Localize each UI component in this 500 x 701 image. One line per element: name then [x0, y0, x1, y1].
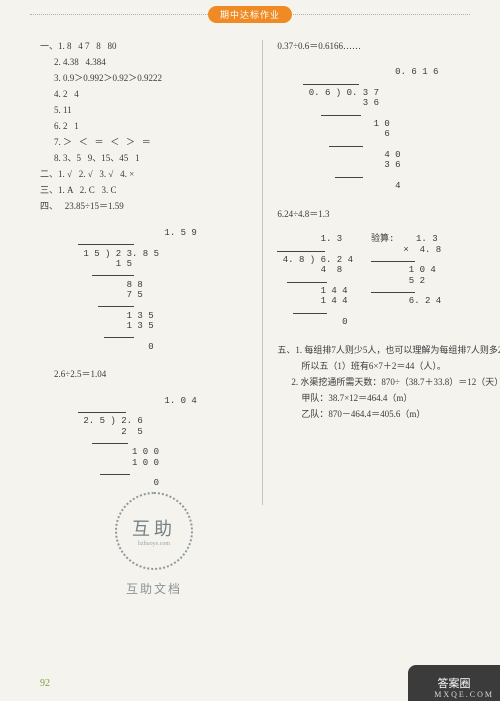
watermark-label: 互助文档 [115, 580, 193, 597]
header-badge: 期中达标作业 [208, 6, 292, 23]
s1-l3: 3. 0.9＞0.992＞0.92＞0.9222 [40, 72, 244, 85]
corner-badge-sub: MXQE.COM [434, 690, 494, 699]
longdiv-4-verify: 1. 3 4. 8 ) 6. 2 4 4 8 1 4 4 1 4 4 0 验算:… [277, 224, 472, 338]
verify-mult: 验算: 1. 3 × 4. 8 1 0 4 5 2 6. 2 4 [371, 224, 441, 338]
sec3: 三、1. A 2. C 3. C [40, 184, 244, 197]
page-number: 92 [40, 678, 50, 689]
s1-l4: 4. 2 4 [40, 88, 244, 101]
r-eq1: 0.37÷0.6＝0.6166…… [277, 40, 472, 53]
s1-l7: 7. ＞ ＜ ＝ ＜ ＞ ＝ [40, 136, 244, 149]
longdiv-3: 0. 6 1 6 0. 6 ) 0. 3 7 3 6 1 0 6 4 0 3 6… [303, 57, 472, 202]
longdiv-4: 1. 3 4. 8 ) 6. 2 4 4 8 1 4 4 1 4 4 0 [277, 224, 353, 338]
sec5-l3: 2. 水渠挖通所需天数：870÷（38.7＋33.8）＝12（天） [277, 376, 472, 389]
s1-l2: 2. 4.38 4.384 [40, 56, 244, 69]
watermark: 互助 hzhuoye.com 互助文档 [115, 492, 193, 597]
worksheet-page: 期中达标作业 一、1. 8 4 7 8 80 2. 4.38 4.384 3. … [0, 0, 500, 701]
watermark-seal-text: 互助 [132, 515, 176, 541]
s1-l6: 6. 2 1 [40, 120, 244, 133]
watermark-seal-icon: 互助 hzhuoye.com [115, 492, 193, 570]
sec5-l4: 甲队：38.7×12＝464.4（m） [277, 392, 472, 405]
column-left: 一、1. 8 4 7 8 80 2. 4.38 4.384 3. 0.9＞0.9… [40, 40, 244, 505]
sec5-l1: 五、1. 每组排7人则少5人，也可以理解为每组排7人则多2人。 [277, 344, 472, 357]
corner-badge: 答案圈 MXQE.COM [408, 665, 500, 701]
sec5-l2: 所以五（1）班有6×7＋2＝44（人）。 [277, 360, 472, 373]
r-eq2: 6.24÷4.8＝1.3 [277, 208, 472, 221]
watermark-seal-sub: hzhuoye.com [138, 541, 170, 547]
column-right: 0.37÷0.6＝0.6166…… 0. 6 1 6 0. 6 ) 0. 3 7… [262, 40, 472, 505]
sec4: 四、 23.85÷15＝1.59 [40, 200, 244, 213]
s1-l8: 8. 3、5 9、15、45 1 [40, 152, 244, 165]
eq2: 2.6÷2.5＝1.04 [40, 368, 244, 381]
sec2: 二、1. √ 2. √ 3. √ 4. × [40, 168, 244, 181]
corner-badge-text: 答案圈 [438, 675, 471, 691]
longdiv-1: 1. 5 9 1 5 ) 2 3. 8 5 1 5 8 8 7 5 1 3 5 … [78, 218, 244, 363]
content-columns: 一、1. 8 4 7 8 80 2. 4.38 4.384 3. 0.9＞0.9… [40, 40, 472, 505]
longdiv-2: 1. 0 4 2. 5 ) 2. 6 2 5 1 0 0 1 0 0 0 [78, 385, 244, 499]
sec1-title: 一、1. 8 4 7 8 80 [40, 40, 244, 53]
sec5-l5: 乙队：870－464.4＝405.6（m） [277, 408, 472, 421]
s1-l5: 5. 11 [40, 104, 244, 117]
